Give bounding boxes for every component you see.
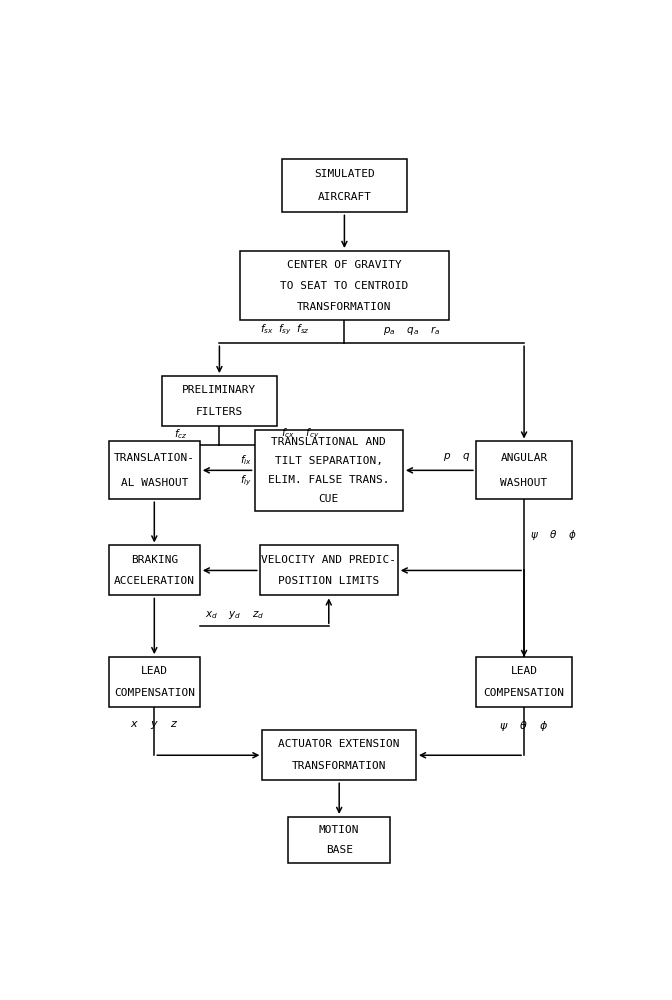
- Text: TO SEAT TO CENTROID: TO SEAT TO CENTROID: [280, 281, 409, 291]
- Text: LEAD: LEAD: [511, 666, 538, 676]
- Text: TRANSFORMATION: TRANSFORMATION: [292, 761, 386, 771]
- Text: $f_{iy}$: $f_{iy}$: [240, 473, 252, 488]
- Text: VELOCITY AND PREDIC-: VELOCITY AND PREDIC-: [261, 555, 396, 565]
- Text: TRANSFORMATION: TRANSFORMATION: [297, 302, 392, 312]
- Text: ACCELERATION: ACCELERATION: [114, 576, 195, 586]
- Text: COMPENSATION: COMPENSATION: [114, 688, 195, 698]
- Text: PRELIMINARY: PRELIMINARY: [182, 385, 257, 395]
- Bar: [109, 441, 200, 499]
- Text: SIMULATED: SIMULATED: [314, 169, 375, 179]
- Text: $x$  $y$  $z$: $x$ $y$ $z$: [130, 719, 179, 731]
- Text: CENTER OF GRAVITY: CENTER OF GRAVITY: [287, 260, 402, 270]
- Text: $f_{sx}$ $f_{sy}$ $f_{sz}$: $f_{sx}$ $f_{sy}$ $f_{sz}$: [259, 323, 310, 337]
- Text: $f_{cx}$  $f_{cy}$: $f_{cx}$ $f_{cy}$: [281, 426, 319, 441]
- Text: $\psi$  $\theta$  $\phi$: $\psi$ $\theta$ $\phi$: [499, 719, 549, 733]
- Text: CUE: CUE: [319, 494, 339, 504]
- Bar: [241, 251, 449, 320]
- Text: TRANSLATION-: TRANSLATION-: [114, 453, 195, 463]
- Text: WASHOUT: WASHOUT: [501, 478, 548, 488]
- Text: $p_{a}$  $q_{a}$  $r_{a}$: $p_{a}$ $q_{a}$ $r_{a}$: [383, 324, 441, 337]
- Text: AL WASHOUT: AL WASHOUT: [120, 478, 188, 488]
- Text: $f_{cz}$: $f_{cz}$: [173, 427, 187, 441]
- Text: $\psi$  $\theta$  $\phi$: $\psi$ $\theta$ $\phi$: [530, 528, 577, 542]
- Bar: [260, 545, 398, 595]
- Text: BRAKING: BRAKING: [130, 555, 178, 565]
- Bar: [476, 657, 573, 707]
- Text: TILT SEPARATION,: TILT SEPARATION,: [275, 456, 383, 466]
- Text: FILTERS: FILTERS: [196, 407, 243, 417]
- Text: ANGULAR: ANGULAR: [501, 453, 548, 463]
- Text: ELIM. FALSE TRANS.: ELIM. FALSE TRANS.: [268, 475, 390, 485]
- Text: TRANSLATIONAL AND: TRANSLATIONAL AND: [271, 437, 386, 447]
- Bar: [476, 441, 573, 499]
- Bar: [282, 158, 407, 212]
- Bar: [162, 376, 277, 426]
- Bar: [255, 430, 403, 511]
- Text: AIRCRAFT: AIRCRAFT: [317, 192, 372, 202]
- Text: $x_{d}$  $y_{d}$  $z_{d}$: $x_{d}$ $y_{d}$ $z_{d}$: [205, 609, 265, 621]
- Text: POSITION LIMITS: POSITION LIMITS: [278, 576, 380, 586]
- Bar: [262, 730, 416, 780]
- Text: $p$  $q$: $p$ $q$: [444, 451, 470, 463]
- Bar: [109, 545, 200, 595]
- Bar: [109, 657, 200, 707]
- Bar: [288, 817, 390, 863]
- Text: $f_{ix}$: $f_{ix}$: [240, 453, 252, 467]
- Text: LEAD: LEAD: [141, 666, 168, 676]
- Text: ACTUATOR EXTENSION: ACTUATOR EXTENSION: [278, 739, 400, 749]
- Text: MOTION: MOTION: [319, 825, 360, 835]
- Text: COMPENSATION: COMPENSATION: [484, 688, 564, 698]
- Text: BASE: BASE: [326, 845, 353, 855]
